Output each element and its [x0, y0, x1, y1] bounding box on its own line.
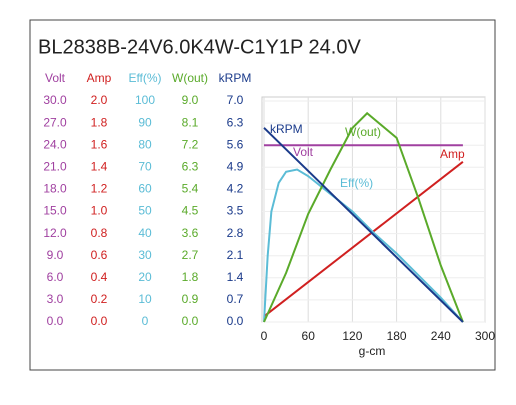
y-tick-label: 7.0 [227, 93, 244, 107]
y-tick-label: 0.6 [91, 248, 108, 262]
y-tick-label: 2.8 [227, 226, 244, 240]
series-line [263, 160, 464, 318]
y-tick-label: 4.9 [227, 159, 244, 173]
y-tick-label: 0.9 [182, 292, 199, 306]
y-tick-label: 0.7 [227, 292, 244, 306]
y-tick-label: 1.8 [182, 270, 199, 284]
y-tick-label: 1.0 [91, 204, 108, 218]
y-tick-label: 21.0 [43, 159, 67, 173]
y-tick-label: 1.2 [91, 182, 108, 196]
series-line [263, 168, 464, 323]
x-tick-label: 180 [387, 329, 407, 343]
y-tick-label: 5.4 [182, 182, 199, 196]
y-tick-label: 2.7 [182, 248, 199, 262]
series-label: Eff(%) [340, 176, 373, 190]
y-tick-label: 7.2 [182, 137, 199, 151]
y-tick-label: 100 [135, 93, 155, 107]
y-tick-label: 90 [138, 115, 152, 129]
y-tick-label: 1.6 [91, 137, 108, 151]
chart-title: BL2838B-24V6.0K4W-C1Y1P 24.0V [38, 36, 361, 58]
y-tick-label: 0.2 [91, 292, 108, 306]
y-tick-label: 1.8 [91, 115, 108, 129]
y-tick-label: 27.0 [43, 115, 67, 129]
y-tick-label: 0.0 [47, 314, 64, 328]
y-tick-label: 50 [138, 204, 152, 218]
y-tick-label: 80 [138, 137, 152, 151]
y-tick-label: 1.4 [227, 270, 244, 284]
y-tick-label: 24.0 [43, 137, 67, 151]
y-tick-label: 15.0 [43, 204, 67, 218]
y-tick-label: 3.6 [182, 226, 199, 240]
x-tick-label: 60 [302, 329, 316, 343]
y-tick-label: 0.0 [91, 314, 108, 328]
y-tick-label: 4.5 [182, 204, 199, 218]
column-header: W(out) [172, 71, 208, 85]
y-tick-label: 40 [138, 226, 152, 240]
y-tick-label: 60 [138, 182, 152, 196]
y-tick-label: 3.5 [227, 204, 244, 218]
y-tick-label: 8.1 [182, 115, 199, 129]
y-tick-label: 18.0 [43, 182, 67, 196]
y-tick-label: 6.3 [227, 115, 244, 129]
series-label: Amp [440, 147, 465, 161]
y-tick-label: 70 [138, 159, 152, 173]
y-tick-label: 4.2 [227, 182, 244, 196]
y-tick-label: 0.0 [182, 314, 199, 328]
y-tick-label: 6.3 [182, 159, 199, 173]
x-tick-label: 300 [475, 329, 495, 343]
series-label: kRPM [270, 122, 303, 136]
y-tick-label: 12.0 [43, 226, 67, 240]
y-tick-label: 0.8 [91, 226, 108, 240]
y-tick-label: 9.0 [182, 93, 199, 107]
y-tick-label: 20 [138, 270, 152, 284]
column-header: Amp [87, 71, 112, 85]
x-tick-label: 240 [431, 329, 451, 343]
series-line [263, 111, 464, 323]
y-tick-label: 5.6 [227, 137, 244, 151]
y-tick-label: 10 [138, 292, 152, 306]
column-header: Volt [45, 71, 66, 85]
column-header: kRPM [219, 71, 252, 85]
x-tick-label: 120 [342, 329, 362, 343]
series-label: W(out) [345, 125, 381, 139]
y-tick-label: 30.0 [43, 93, 67, 107]
y-tick-label: 9.0 [47, 248, 64, 262]
y-tick-label: 3.0 [47, 292, 64, 306]
y-tick-label: 6.0 [47, 270, 64, 284]
x-axis-label: g-cm [359, 344, 386, 358]
y-tick-label: 2.0 [91, 93, 108, 107]
y-tick-label: 30 [138, 248, 152, 262]
y-tick-label: 2.1 [227, 248, 244, 262]
series-line [263, 127, 464, 323]
x-tick-label: 0 [261, 329, 268, 343]
y-tick-label: 0.4 [91, 270, 108, 284]
y-tick-label: 0.0 [227, 314, 244, 328]
series-label: Volt [293, 145, 314, 159]
y-tick-label: 0 [142, 314, 149, 328]
y-tick-label: 1.4 [91, 159, 108, 173]
column-header: Eff(%) [128, 71, 161, 85]
